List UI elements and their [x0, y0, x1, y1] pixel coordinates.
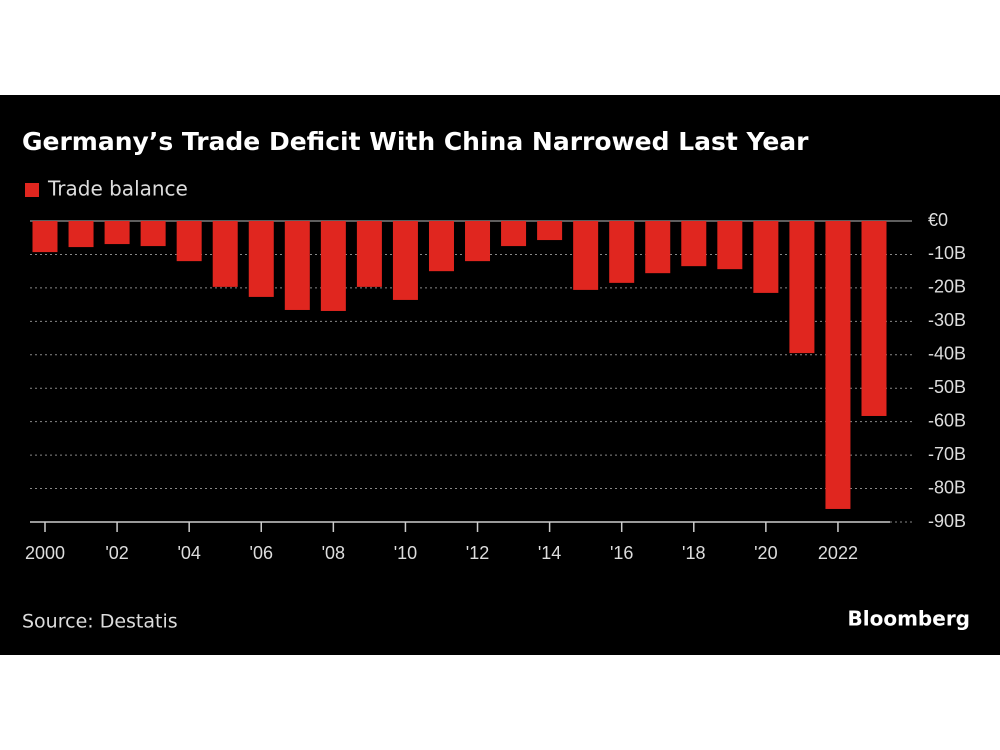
x-tick-label: '16: [610, 543, 633, 563]
legend-label: Trade balance: [47, 177, 188, 201]
bar: [789, 221, 815, 354]
bar: [609, 221, 635, 283]
bar: [681, 221, 707, 267]
bar: [140, 221, 166, 247]
y-tick-label: -70B: [928, 444, 966, 464]
bar: [392, 221, 418, 300]
x-tick-label: '18: [682, 543, 705, 563]
bar: [753, 221, 779, 293]
chart-title: Germany’s Trade Deficit With China Narro…: [22, 127, 809, 156]
y-tick-label: -30B: [928, 310, 966, 330]
bar: [32, 221, 58, 253]
bar: [645, 221, 671, 274]
y-tick-label: -80B: [928, 477, 966, 497]
bar: [356, 221, 382, 287]
brand: Bloomberg: [848, 607, 970, 631]
x-tick-label: 2022: [818, 543, 858, 563]
legend-swatch: [25, 183, 39, 197]
y-tick-label: -90B: [928, 511, 966, 531]
bar: [104, 221, 130, 245]
x-tick-label: '04: [177, 543, 200, 563]
bar: [537, 221, 563, 241]
bar: [428, 221, 454, 272]
y-tick-label: -60B: [928, 410, 966, 430]
bar: [501, 221, 527, 247]
source: Source: Destatis: [22, 611, 178, 633]
x-tick-label: '08: [322, 543, 345, 563]
bar: [717, 221, 743, 270]
bar: [465, 221, 491, 262]
x-tick-label: '20: [754, 543, 777, 563]
bar: [284, 221, 310, 310]
y-tick-label: -40B: [928, 344, 966, 364]
bar: [320, 221, 346, 311]
bar: [176, 221, 202, 262]
bar: [573, 221, 599, 290]
bar: [212, 221, 238, 287]
y-tick-label: -50B: [928, 377, 966, 397]
x-tick-label: 2000: [25, 543, 65, 563]
bar: [825, 221, 851, 509]
y-tick-label: €0: [928, 210, 948, 230]
x-tick-label: '02: [105, 543, 128, 563]
x-tick-label: '06: [250, 543, 273, 563]
x-tick-label: '10: [394, 543, 417, 563]
x-tick-label: '14: [538, 543, 561, 563]
y-tick-label: -10B: [928, 243, 966, 263]
y-tick-label: -20B: [928, 277, 966, 297]
bar: [861, 221, 887, 416]
bar: [248, 221, 274, 297]
x-tick-label: '12: [466, 543, 489, 563]
bar: [68, 221, 94, 248]
